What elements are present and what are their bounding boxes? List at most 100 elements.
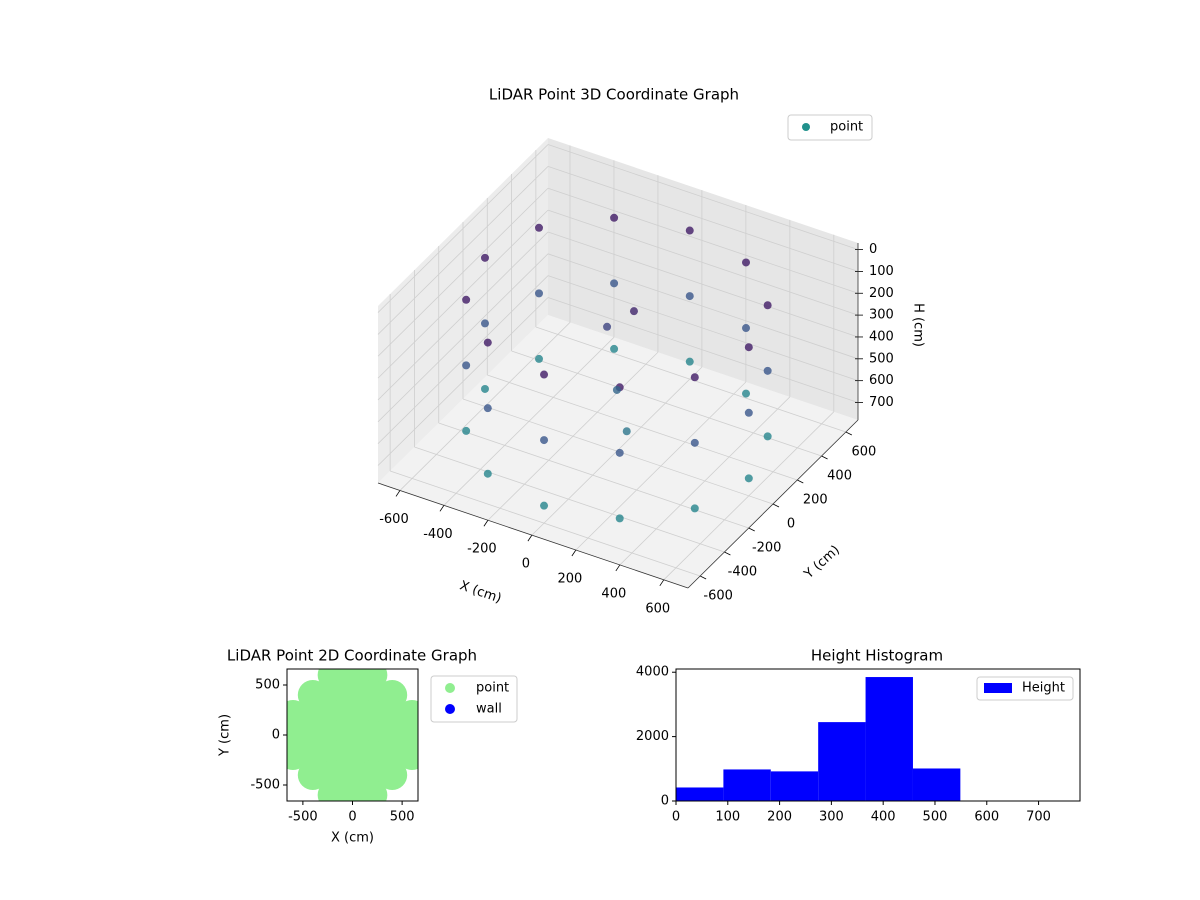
point — [357, 780, 388, 801]
y-tick-label: -600 — [703, 589, 733, 604]
grid-line — [547, 231, 859, 338]
point — [744, 343, 753, 352]
z-axis-label: H (cm) — [911, 303, 926, 347]
y-tick-label: 200 — [803, 493, 828, 508]
x-tick-label: 700 — [1026, 810, 1051, 825]
y-tick-label: 0 — [787, 517, 795, 532]
grid-line — [377, 209, 549, 379]
point — [763, 366, 772, 375]
legend-label: wall — [476, 702, 502, 717]
grid-line — [377, 144, 549, 313]
x-tick-label: -200 — [467, 542, 497, 557]
y-tick-label: 400 — [827, 469, 852, 484]
x-axis-label: X (cm) — [331, 831, 374, 846]
x-tick-label: 0 — [672, 810, 680, 825]
tick-mark — [439, 505, 445, 512]
bar — [865, 677, 913, 801]
y-tick-label: -500 — [250, 778, 280, 793]
legend-label: Height — [1022, 681, 1065, 696]
x-tick-label: 600 — [974, 810, 999, 825]
x-tick-label: 500 — [923, 810, 948, 825]
point — [744, 408, 753, 417]
point — [462, 426, 471, 435]
x-tick-label: 200 — [557, 572, 582, 587]
tick-mark — [845, 431, 853, 436]
z-tick-label: 700 — [869, 395, 894, 410]
tick-mark — [724, 551, 731, 556]
chart-title: LiDAR Point 3D Coordinate Graph — [489, 86, 739, 104]
point — [690, 438, 699, 447]
grid-line — [377, 275, 549, 444]
y-tick-label: 0 — [272, 728, 280, 743]
grid-line — [547, 166, 859, 272]
grid-line — [377, 166, 549, 335]
legend-marker — [984, 683, 1012, 693]
z-tick-label: 500 — [869, 351, 894, 366]
grid-line — [547, 297, 859, 403]
x-tick-label: 300 — [819, 810, 844, 825]
x-tick-label: 200 — [767, 810, 792, 825]
bar — [676, 787, 724, 801]
tick-mark — [772, 503, 780, 508]
chart-title: Height Histogram — [811, 647, 943, 665]
point — [685, 226, 694, 235]
plot-area — [287, 669, 418, 801]
point — [685, 357, 694, 366]
z-tick-label: 300 — [869, 308, 894, 323]
y-axis-label: Y (cm) — [218, 714, 233, 757]
x-axis-label: X (cm) — [458, 578, 504, 606]
point — [462, 295, 471, 304]
chart-title: LiDAR Point 2D Coordinate Graph — [227, 647, 477, 665]
tick-mark — [821, 455, 828, 460]
tick-mark — [527, 534, 533, 542]
point — [615, 514, 624, 523]
z-tick-label: 0 — [869, 242, 877, 257]
z-tick-label: 200 — [869, 286, 894, 301]
point — [540, 436, 549, 445]
point — [483, 404, 492, 413]
point — [462, 361, 471, 370]
point — [480, 384, 489, 393]
x-tick-label: 600 — [645, 601, 670, 616]
tick-mark — [797, 479, 804, 484]
x-tick-label: 0 — [348, 810, 356, 825]
z-tick-label: 100 — [869, 264, 894, 279]
y-tick-label: -400 — [728, 565, 758, 580]
legend-box — [787, 114, 873, 141]
grid-line — [547, 187, 859, 294]
x-tick-label: 500 — [390, 810, 415, 825]
x-tick-label: -500 — [288, 810, 318, 825]
point — [629, 307, 638, 316]
point — [742, 389, 751, 398]
y-tick-label: 500 — [255, 678, 280, 693]
grid-line — [390, 470, 701, 577]
tick-mark — [483, 520, 489, 527]
bar — [723, 769, 771, 801]
grid-line — [535, 326, 846, 433]
x-tick-label: -400 — [423, 527, 453, 542]
point — [540, 370, 549, 379]
grid-line — [377, 297, 549, 466]
y-axis-label: Y (cm) — [801, 543, 843, 583]
bar — [818, 722, 866, 801]
x-tick-label: -600 — [379, 512, 409, 527]
legend-label: point — [830, 120, 863, 135]
x-tick-label: 400 — [601, 586, 626, 601]
legend-marker — [802, 123, 810, 131]
x-tick-label: 400 — [871, 810, 896, 825]
tick-mark — [659, 579, 665, 587]
legend-label: point — [476, 681, 509, 696]
point — [483, 338, 492, 347]
grid-line — [377, 253, 549, 423]
x-tick-label: 0 — [522, 557, 530, 572]
grid-line — [547, 253, 859, 360]
point — [610, 279, 619, 288]
y-axis-line — [687, 419, 859, 589]
tick-mark — [615, 564, 621, 572]
z-tick-label: 400 — [869, 329, 894, 344]
legend-marker — [445, 704, 455, 714]
grid-line — [377, 231, 549, 401]
y-tick-label: -200 — [752, 541, 782, 556]
point — [763, 301, 772, 310]
